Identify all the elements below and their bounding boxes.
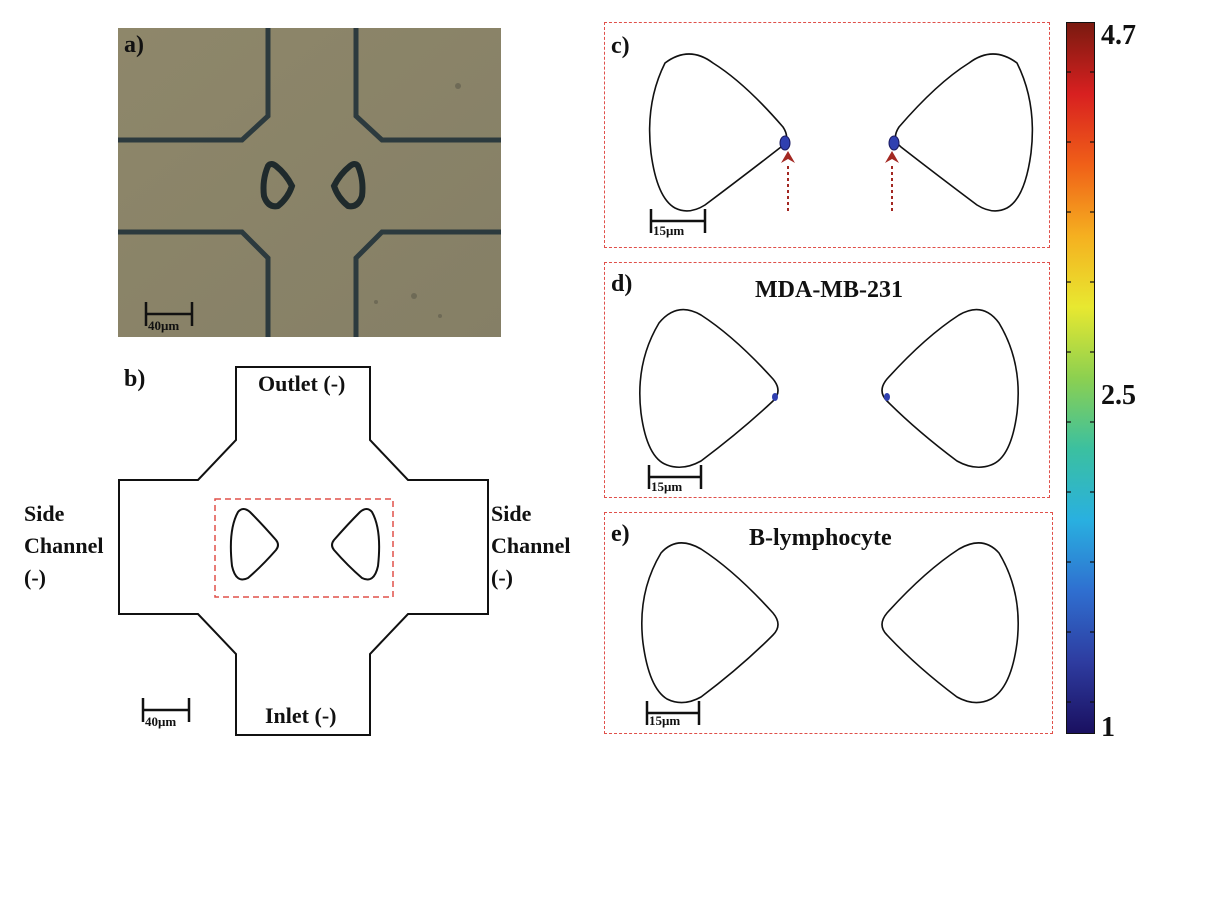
panel-title-d: MDA-MB-231 xyxy=(755,277,903,303)
schematic-post-left xyxy=(229,508,279,581)
panel-a: a) 40μm xyxy=(118,28,501,337)
scale-label-a: 40μm xyxy=(148,318,180,333)
side-right-line-2: Channel xyxy=(491,533,571,558)
scale-bar-e xyxy=(645,701,701,725)
panel-label-e: e) xyxy=(611,521,630,547)
sim-d-drawing xyxy=(639,308,1019,489)
colorbar-ticks xyxy=(1065,70,1095,703)
sim-d-cell-left xyxy=(772,393,778,401)
scale-label-e: 15μm xyxy=(649,713,681,728)
panel-label-c: c) xyxy=(611,33,630,59)
panel-label-a: a) xyxy=(124,32,144,58)
micrograph-specks xyxy=(374,83,461,318)
side-left-line-1: Side xyxy=(24,501,65,526)
scale-bar-a xyxy=(144,302,194,326)
micrograph-background xyxy=(118,28,501,337)
sim-e-drawing xyxy=(641,542,1019,725)
side-left-line-3: (-) xyxy=(24,565,46,590)
sim-d-cell-right xyxy=(884,393,890,401)
sim-c-cell-left xyxy=(779,135,791,151)
sim-c-arrowhead-left xyxy=(781,151,795,163)
inlet-label: Inlet (-) xyxy=(265,703,337,728)
sim-c-drawing xyxy=(648,53,1034,233)
panel-e: e) B-lymphocyte 15μm xyxy=(604,512,1053,734)
side-right-line-3: (-) xyxy=(491,565,513,590)
sim-c-post-left xyxy=(648,53,788,212)
colorbar xyxy=(1065,22,1095,734)
side-right-line-1: Side xyxy=(491,501,532,526)
scale-bar-c xyxy=(649,209,707,233)
sim-c-post-right xyxy=(894,53,1034,212)
outlet-label: Outlet (-) xyxy=(258,371,346,396)
sim-d-post-right xyxy=(881,308,1019,469)
scale-bar-d xyxy=(647,465,703,489)
panel-title-e: B-lymphocyte xyxy=(749,525,892,551)
panel-label-d: d) xyxy=(611,271,633,297)
colorbar-mid-label: 2.5 xyxy=(1101,380,1136,411)
sim-d-post-left xyxy=(639,308,779,469)
colorbar-min-label: 1 xyxy=(1101,712,1115,743)
side-channel-right-label: Side Channel (-) xyxy=(491,498,570,594)
roi-dashed-box xyxy=(214,498,394,598)
side-channel-left-label: Side Channel (-) xyxy=(24,498,103,594)
panel-c: c) 15μm xyxy=(604,22,1050,248)
channel-outline xyxy=(118,366,489,736)
panel-d: d) MDA-MB-231 15μm xyxy=(604,262,1050,498)
scale-label-c: 15μm xyxy=(653,223,685,238)
sim-e-post-left xyxy=(641,542,779,704)
channel-edges xyxy=(118,28,501,337)
colorbar-max-label: 4.7 xyxy=(1101,20,1136,51)
micrograph-image xyxy=(118,28,501,337)
sim-c-arrowhead-right xyxy=(885,151,899,163)
scale-label-d: 15μm xyxy=(651,479,683,494)
scale-bar-b xyxy=(141,698,191,722)
panel-label-b: b) xyxy=(124,366,146,392)
sim-c-cell-right xyxy=(888,135,900,151)
sim-e-post-right xyxy=(881,542,1019,704)
micrograph-posts xyxy=(260,161,366,210)
scale-label-b: 40μm xyxy=(145,714,177,729)
schematic-post-right xyxy=(331,508,381,581)
side-left-line-2: Channel xyxy=(24,533,104,558)
